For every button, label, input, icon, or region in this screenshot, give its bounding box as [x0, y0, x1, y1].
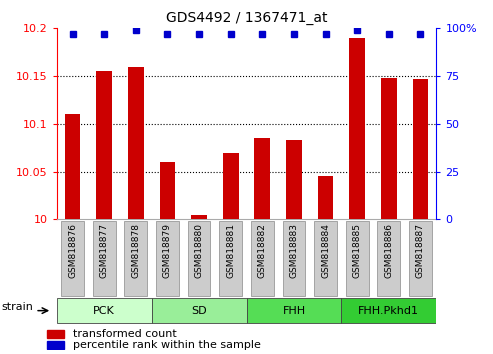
Bar: [223, 153, 239, 219]
Text: GSM818884: GSM818884: [321, 223, 330, 278]
Text: GSM818879: GSM818879: [163, 223, 172, 278]
FancyBboxPatch shape: [378, 221, 400, 296]
FancyBboxPatch shape: [152, 298, 246, 324]
Bar: [47, 330, 64, 338]
Bar: [286, 140, 302, 219]
FancyBboxPatch shape: [188, 221, 211, 296]
Bar: [413, 79, 428, 219]
Text: GSM818883: GSM818883: [289, 223, 298, 278]
FancyBboxPatch shape: [346, 221, 369, 296]
Bar: [96, 72, 112, 219]
Text: GSM818885: GSM818885: [352, 223, 362, 278]
FancyBboxPatch shape: [251, 221, 274, 296]
Bar: [47, 341, 64, 349]
Text: SD: SD: [191, 306, 207, 316]
Text: GSM818880: GSM818880: [195, 223, 204, 278]
FancyBboxPatch shape: [282, 221, 305, 296]
Text: GSM818881: GSM818881: [226, 223, 235, 278]
Text: GSM818877: GSM818877: [100, 223, 108, 278]
FancyBboxPatch shape: [246, 298, 341, 324]
FancyBboxPatch shape: [61, 221, 84, 296]
FancyBboxPatch shape: [409, 221, 432, 296]
Bar: [160, 162, 176, 219]
FancyBboxPatch shape: [341, 298, 436, 324]
Bar: [65, 114, 80, 219]
Text: transformed count: transformed count: [73, 329, 176, 339]
Bar: [317, 177, 333, 219]
Bar: [254, 138, 270, 219]
Bar: [191, 215, 207, 219]
Bar: [128, 67, 143, 219]
Text: PCK: PCK: [93, 306, 115, 316]
Text: GSM818876: GSM818876: [68, 223, 77, 278]
Bar: [381, 78, 397, 219]
FancyBboxPatch shape: [57, 298, 152, 324]
Text: GSM818886: GSM818886: [385, 223, 393, 278]
FancyBboxPatch shape: [124, 221, 147, 296]
Text: FHH: FHH: [282, 306, 306, 316]
Title: GDS4492 / 1367471_at: GDS4492 / 1367471_at: [166, 11, 327, 24]
Bar: [350, 38, 365, 219]
Text: GSM818882: GSM818882: [258, 223, 267, 278]
Text: GSM818878: GSM818878: [131, 223, 141, 278]
Text: strain: strain: [1, 302, 33, 313]
Text: FHH.Pkhd1: FHH.Pkhd1: [358, 306, 420, 316]
FancyBboxPatch shape: [314, 221, 337, 296]
FancyBboxPatch shape: [93, 221, 115, 296]
Text: GSM818887: GSM818887: [416, 223, 425, 278]
FancyBboxPatch shape: [156, 221, 179, 296]
FancyBboxPatch shape: [219, 221, 242, 296]
Text: percentile rank within the sample: percentile rank within the sample: [73, 340, 261, 350]
